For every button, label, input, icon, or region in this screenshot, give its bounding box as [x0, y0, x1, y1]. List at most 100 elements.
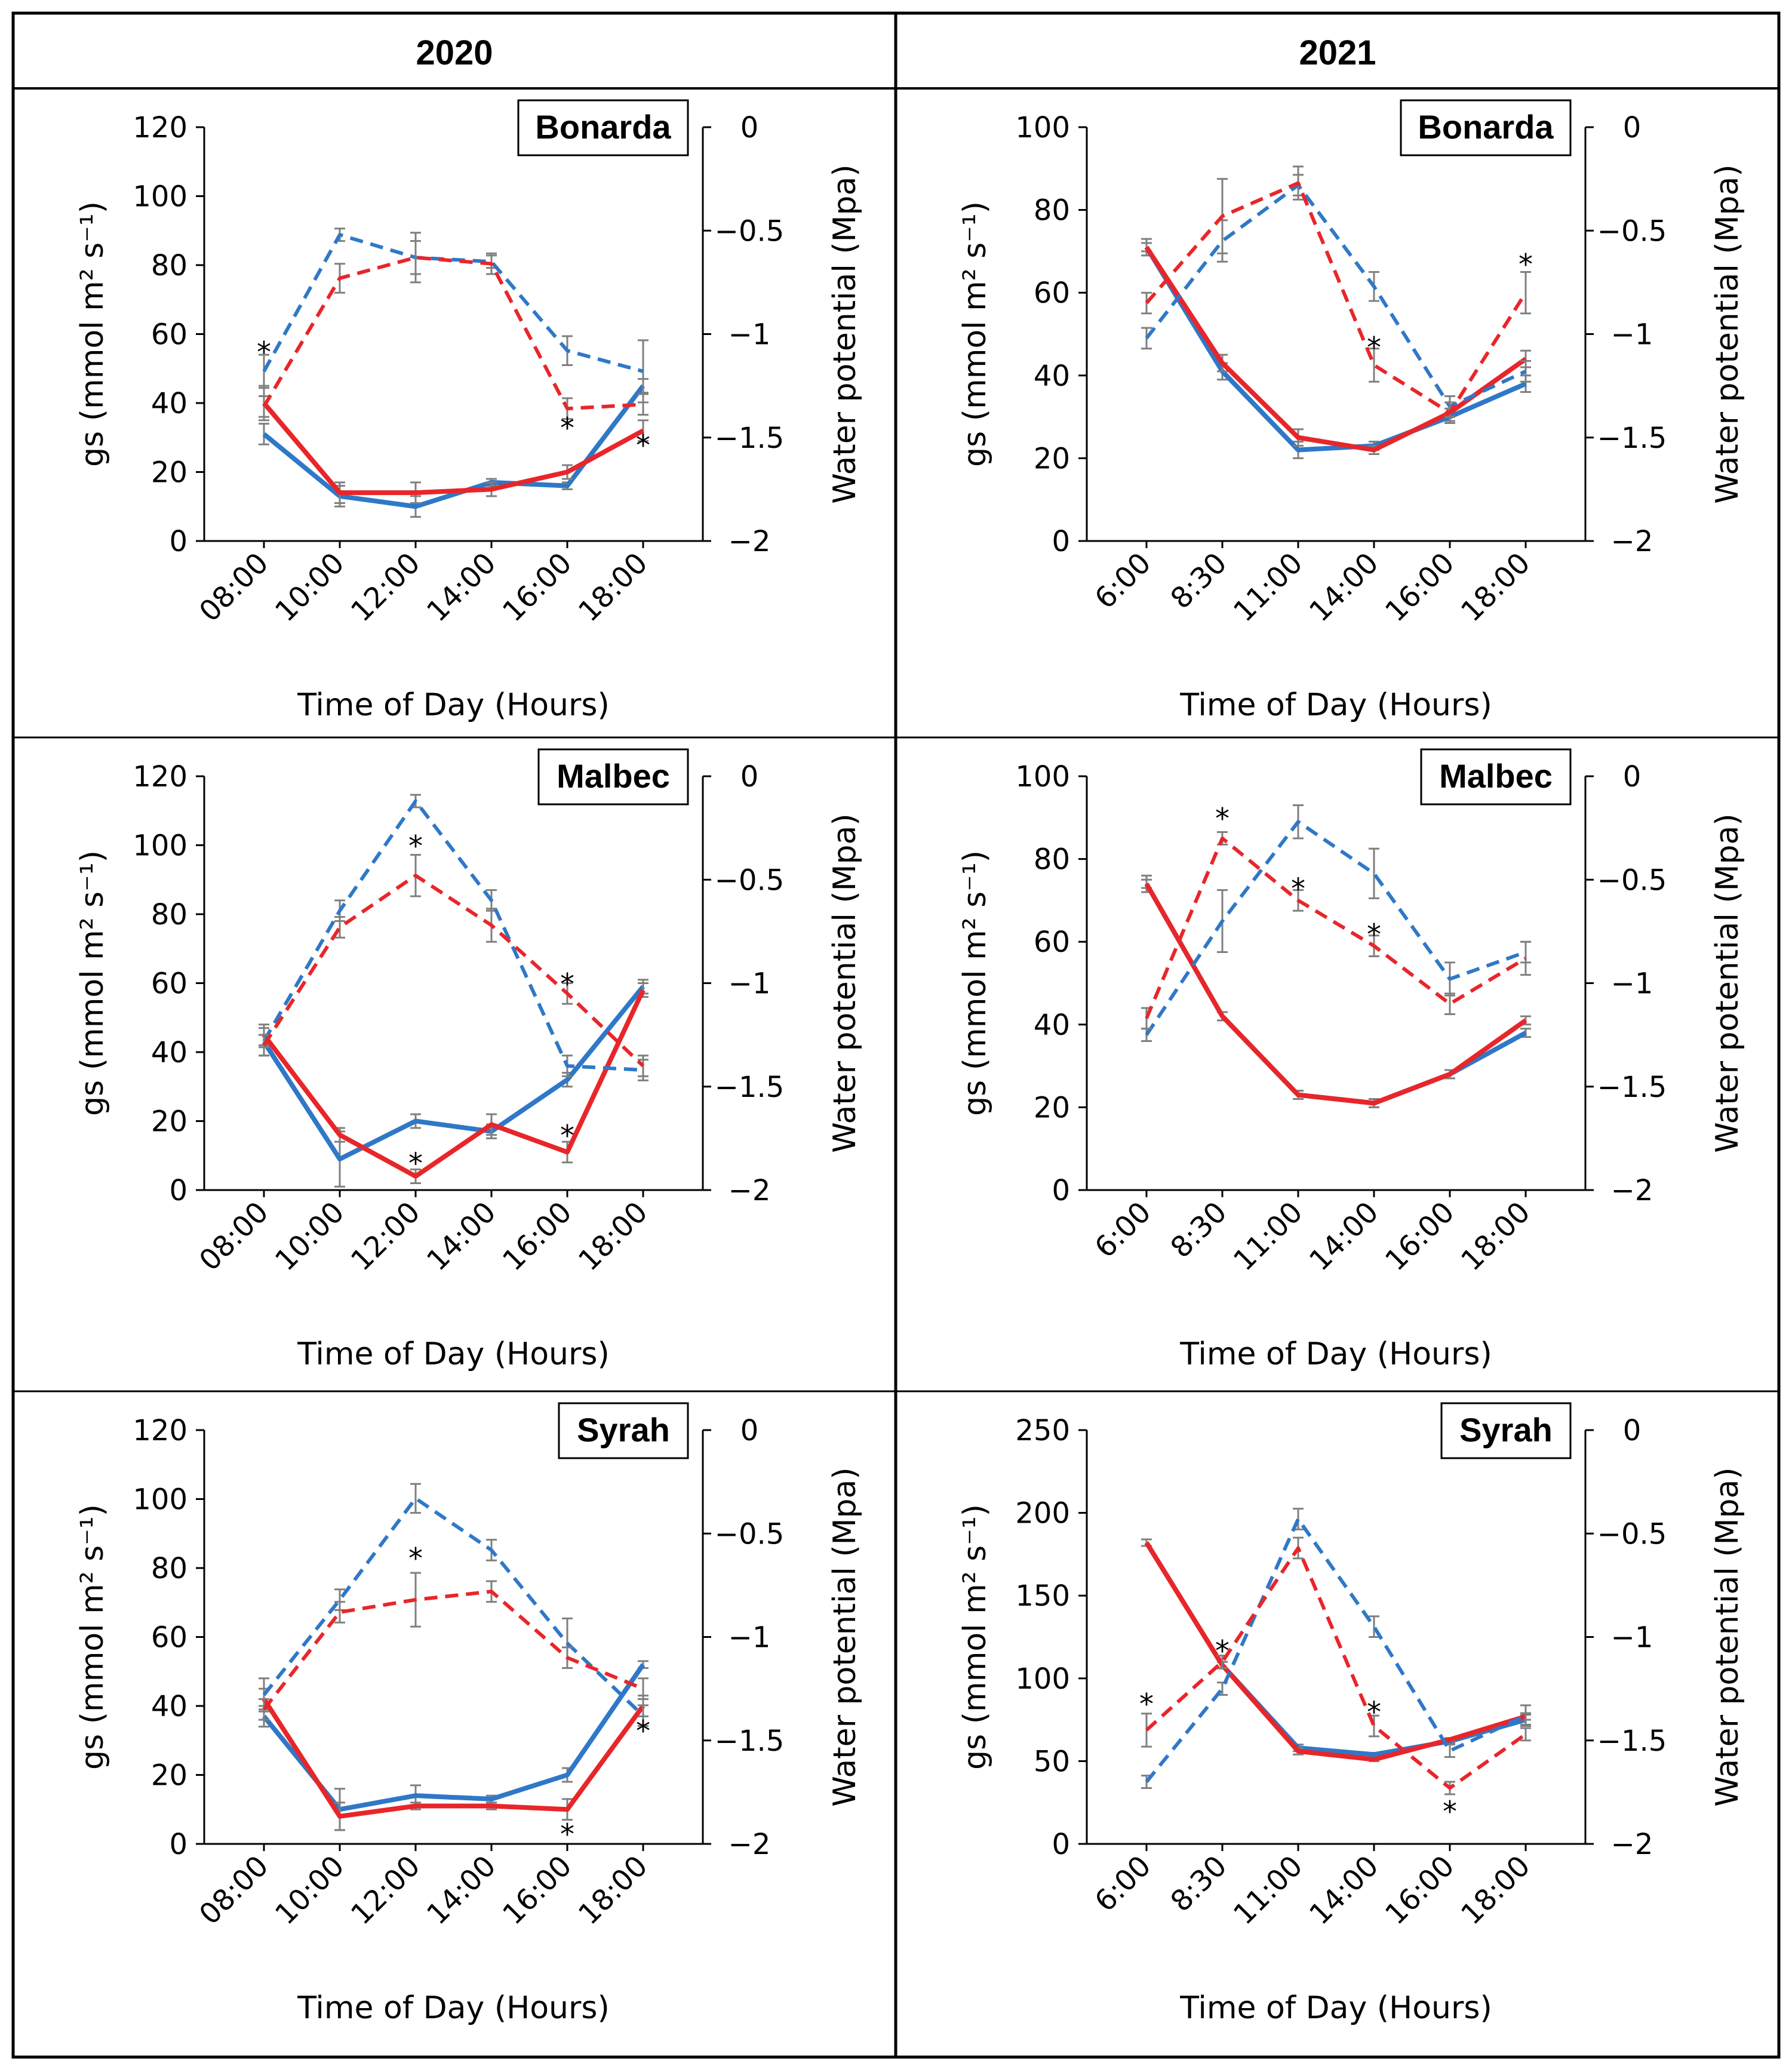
right-tick-label: 0 [740, 1414, 759, 1447]
panel-2021-syrah: 0 50 100 150 200 250 0 −0.5 −1 −1.5 −2 6:00 8:3011:0… [957, 1402, 1745, 2026]
x-tick-label: 16:00 [496, 1849, 578, 1931]
right-tick-label: −1.5 [1597, 1724, 1667, 1758]
x-tick-label: 6:00 [1089, 546, 1158, 616]
significance-star: * [257, 336, 271, 369]
left-tick-label: 120 [133, 111, 188, 145]
series-line [262, 1496, 645, 1717]
x-tick-label: 08:00 [193, 546, 275, 628]
left-tick-label: 120 [133, 1414, 188, 1447]
x-tick-label: 18:00 [572, 546, 654, 628]
right-tick-label: −2 [729, 525, 771, 558]
left-tick-label: 40 [151, 1690, 188, 1723]
significance-star: * [1291, 872, 1305, 906]
x-tick-label: 10:00 [269, 1195, 351, 1277]
left-tick-label: 0 [169, 1828, 188, 1861]
right-tick-label: −1 [1611, 318, 1653, 352]
right-tick-label: −2 [729, 1828, 771, 1861]
left-tick-label: 100 [133, 829, 188, 863]
variety-label: Bonarda [535, 108, 671, 146]
significance-star: * [408, 1542, 423, 1576]
left-tick-label: 40 [151, 1036, 188, 1069]
panel-2021-bonarda: 0 20 40 60 80 100 0 −0.5 −1 −1.5 −2 6:00 8:3011:0014… [957, 99, 1745, 723]
left-tick-label: 0 [169, 525, 188, 558]
x-tick-label: 18:00 [572, 1195, 654, 1277]
right-tick-label: 0 [740, 760, 759, 794]
right-tick-label: −0.5 [715, 214, 785, 248]
x-tick-label: 8:30 [1164, 546, 1234, 616]
significance-star: * [1443, 1796, 1457, 1829]
significance-star: * [1519, 248, 1533, 282]
series-line [262, 401, 644, 496]
variety-label: Syrah [577, 1411, 670, 1449]
series-line [262, 384, 646, 509]
x-tick-label: 16:00 [496, 1195, 578, 1277]
left-tick-label: 0 [1052, 1828, 1070, 1861]
x-tick-label: 14:00 [420, 546, 502, 628]
x-tick-label: 08:00 [193, 1195, 275, 1277]
left-tick-label: 80 [1034, 194, 1070, 228]
x-tick-label: 11:00 [1227, 1195, 1309, 1277]
x-tick-label: 12:00 [345, 1849, 426, 1931]
left-y-axis-title: gs (mmol m² s⁻¹) [75, 201, 110, 467]
variety-label: Syrah [1459, 1411, 1553, 1449]
variety-label: Malbec [1439, 757, 1553, 795]
x-tick-label: 12:00 [345, 546, 426, 628]
left-tick-label: 120 [133, 760, 188, 794]
variety-label-box [517, 99, 689, 156]
panel-2020-syrah: 0 20 40 60 80 100 120 0 −0.5 −1 −1.5 −2 08:0010:0012… [75, 1402, 863, 2026]
left-tick-label: 100 [133, 180, 188, 214]
series-line [1144, 1541, 1527, 1757]
left-y-axis-title: gs (mmol m² s⁻¹) [75, 850, 110, 1116]
x-axis-title: Time of Day (Hours) [297, 687, 610, 723]
right-tick-label: −0.5 [1597, 1517, 1667, 1551]
significance-star: * [636, 429, 650, 462]
x-tick-label: 18:00 [1455, 546, 1536, 628]
right-tick-label: −1.5 [1597, 422, 1667, 455]
x-tick-label: 8:30 [1164, 1195, 1234, 1265]
x-tick-label: 18:00 [572, 1849, 654, 1931]
left-tick-label: 60 [151, 318, 188, 352]
left-tick-label: 20 [151, 1105, 188, 1139]
x-tick-label: 8:30 [1164, 1849, 1234, 1919]
right-tick-label: −1.5 [715, 1724, 785, 1758]
x-tick-label: 6:00 [1089, 1849, 1158, 1919]
left-tick-label: 20 [1034, 1091, 1070, 1124]
left-tick-label: 60 [1034, 276, 1070, 310]
x-axis-title: Time of Day (Hours) [1179, 687, 1492, 723]
x-tick-label: 10:00 [269, 546, 351, 628]
significance-star: * [560, 411, 574, 445]
left-tick-label: 150 [1015, 1579, 1070, 1613]
x-axis-title: Time of Day (Hours) [1179, 1336, 1492, 1372]
series-line [1145, 181, 1527, 415]
left-tick-label: 60 [151, 1621, 188, 1655]
left-tick-label: 20 [151, 1759, 188, 1793]
x-tick-label: 11:00 [1227, 546, 1309, 628]
significance-star: * [1367, 331, 1381, 364]
x-axis-title: Time of Day (Hours) [1179, 1990, 1492, 2026]
right-y-axis-title: Water potential (Mpa) [1710, 1467, 1745, 1806]
x-tick-label: 16:00 [1379, 1195, 1461, 1277]
right-tick-label: −1 [729, 1621, 771, 1655]
right-tick-label: −1.5 [715, 1071, 785, 1104]
series-line [1145, 183, 1527, 408]
variety-label-box [1440, 1402, 1572, 1459]
x-tick-label: 10:00 [269, 1849, 351, 1931]
x-tick-label: 14:00 [420, 1849, 502, 1931]
variety-label-box [558, 1402, 689, 1459]
year-2020-header: 2020 [416, 33, 493, 72]
series-line [262, 1698, 646, 1819]
right-tick-label: 0 [1623, 760, 1642, 794]
series-line [1145, 1517, 1527, 1783]
series-line [262, 874, 645, 1068]
x-tick-label: 08:00 [193, 1849, 275, 1931]
x-tick-label: 18:00 [1455, 1195, 1536, 1277]
right-tick-label: −0.5 [1597, 863, 1667, 897]
x-axis-title: Time of Day (Hours) [297, 1990, 610, 2026]
series-line [1145, 820, 1527, 1036]
x-tick-label: 14:00 [1303, 546, 1385, 628]
x-tick-label: 16:00 [1379, 546, 1461, 628]
right-y-axis-title: Water potential (Mpa) [1710, 813, 1745, 1152]
x-tick-label: 6:00 [1089, 1195, 1158, 1265]
series-line [262, 799, 644, 1072]
